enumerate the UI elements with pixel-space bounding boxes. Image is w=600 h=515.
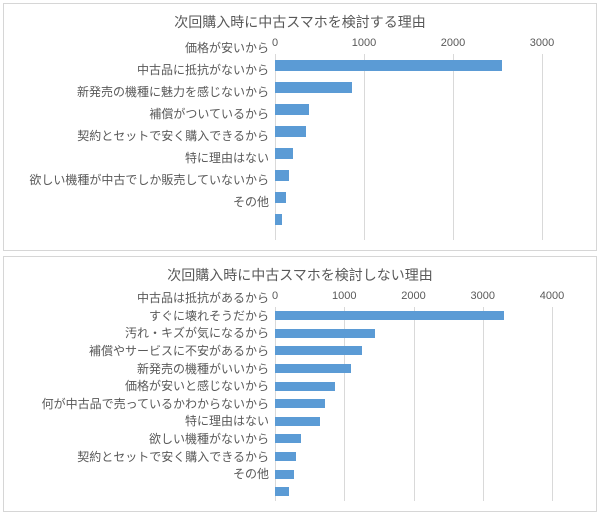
bar-row <box>275 164 542 186</box>
bar-series <box>275 54 542 230</box>
x-tick-label: 1000 <box>351 37 377 49</box>
bar <box>275 328 376 338</box>
category-label: 汚れ・キズが気になるから <box>124 326 269 341</box>
x-tick-label: 4000 <box>539 290 565 302</box>
plot-area: 0 1000 2000 3000 <box>271 36 590 240</box>
gridline <box>344 307 346 501</box>
bar-series <box>275 307 552 501</box>
category-label: 補償やサービスに不安があるから <box>88 344 269 359</box>
bar-row <box>275 98 542 120</box>
bar <box>275 364 352 374</box>
bar <box>275 81 353 93</box>
x-tick-label: 1000 <box>332 290 357 302</box>
category-label: 契約とセットで安く購入できるから <box>77 128 269 143</box>
bar-row <box>275 413 552 431</box>
category-label: 契約とセットで安く購入できるから <box>77 449 269 464</box>
category-label: 価格が安いから <box>184 40 269 55</box>
plot-area: 0 1000 2000 3000 4000 <box>271 289 590 501</box>
bar-row <box>275 325 552 343</box>
bar <box>275 346 362 356</box>
bar-row <box>275 377 552 395</box>
category-label: 新発売の機種に魅力を感じないから <box>76 84 269 99</box>
plot-inner <box>275 54 543 240</box>
category-label: 価格が安いと感じないから <box>124 379 269 394</box>
bar-row <box>275 465 552 483</box>
category-label: 特に理由はない <box>184 414 269 429</box>
bar-row <box>275 208 542 230</box>
value-axis-ticks: 0 1000 2000 3000 <box>271 36 554 54</box>
chart-panel-consider-reasons: 次回購入時に中古スマホを検討する理由 価格が安いから中古品に抵抗がないから新発売… <box>3 3 597 251</box>
category-label: 新発売の機種がいいから <box>136 361 269 376</box>
category-label: 欲しい機種が中古でしか販売していないから <box>29 172 269 187</box>
bar <box>275 147 293 159</box>
bar <box>275 169 290 181</box>
category-label: 中古品に抵抗がないから <box>136 62 269 77</box>
bar <box>275 434 302 444</box>
bar-row <box>275 448 552 466</box>
chart-body: 価格が安いから中古品に抵抗がないから新発売の機種に魅力を感じないから補償がついて… <box>10 36 590 240</box>
x-tick-label: 2000 <box>440 37 466 49</box>
gridline <box>275 54 276 240</box>
x-tick-label: 0 <box>271 37 279 49</box>
bar-row <box>275 142 542 164</box>
bar-row <box>275 120 542 142</box>
category-label: すぐに壊れそうだから <box>148 308 269 323</box>
category-label: 何が中古品で売っているかわからないから <box>41 396 269 411</box>
category-axis-labels: 中古品は抵抗があるからすぐに壊れそうだから汚れ・キズが気になるから補償やサービス… <box>10 289 275 501</box>
plot-inner <box>275 307 553 501</box>
value-axis-ticks: 0 1000 2000 3000 4000 <box>271 289 564 307</box>
category-label: 補償がついているから <box>149 106 269 121</box>
chart-body: 中古品は抵抗があるからすぐに壊れそうだから汚れ・キズが気になるから補償やサービス… <box>10 289 590 501</box>
category-label: 中古品は抵抗があるから <box>136 291 269 306</box>
x-tick-label: 0 <box>271 290 279 302</box>
bar-row <box>275 76 542 98</box>
bar <box>275 452 296 462</box>
gridline <box>542 54 543 240</box>
category-axis-labels: 価格が安いから中古品に抵抗がないから新発売の機種に魅力を感じないから補償がついて… <box>10 36 275 240</box>
bar <box>275 381 336 391</box>
bar-row <box>275 395 552 413</box>
bar-row <box>275 483 552 501</box>
gridline <box>364 54 365 240</box>
bar <box>275 213 283 225</box>
gridline <box>453 54 454 240</box>
bar-row <box>275 307 552 325</box>
gridline <box>482 307 484 501</box>
category-label: その他 <box>232 194 269 209</box>
bar <box>275 59 502 71</box>
bar-row <box>275 430 552 448</box>
bar-row <box>275 186 542 208</box>
chart-title: 次回購入時に中古スマホを検討する理由 <box>174 14 426 30</box>
gridlines <box>275 54 543 240</box>
bar <box>275 125 307 137</box>
category-label: 特に理由はない <box>184 150 269 165</box>
category-label: 欲しい機種がないから <box>148 432 269 447</box>
x-tick-label: 2000 <box>401 290 426 302</box>
bar <box>275 469 295 479</box>
gridline <box>413 307 415 501</box>
bar <box>275 311 504 321</box>
x-tick-label: 3000 <box>470 290 495 302</box>
bar-row <box>275 360 552 378</box>
bar <box>275 416 320 426</box>
bar <box>275 399 325 409</box>
bar <box>275 487 289 497</box>
gridline <box>552 307 553 501</box>
x-tick-label: 3000 <box>529 37 555 49</box>
chart-title: 次回購入時に中古スマホを検討しない理由 <box>167 267 433 283</box>
bar-row <box>275 342 552 360</box>
bar-row <box>275 54 542 76</box>
chart-panel-not-consider-reasons: 次回購入時に中古スマホを検討しない理由 中古品は抵抗があるからすぐに壊れそうだか… <box>3 256 597 512</box>
bar <box>275 191 286 203</box>
bar <box>275 103 309 115</box>
category-label: その他 <box>232 467 269 482</box>
